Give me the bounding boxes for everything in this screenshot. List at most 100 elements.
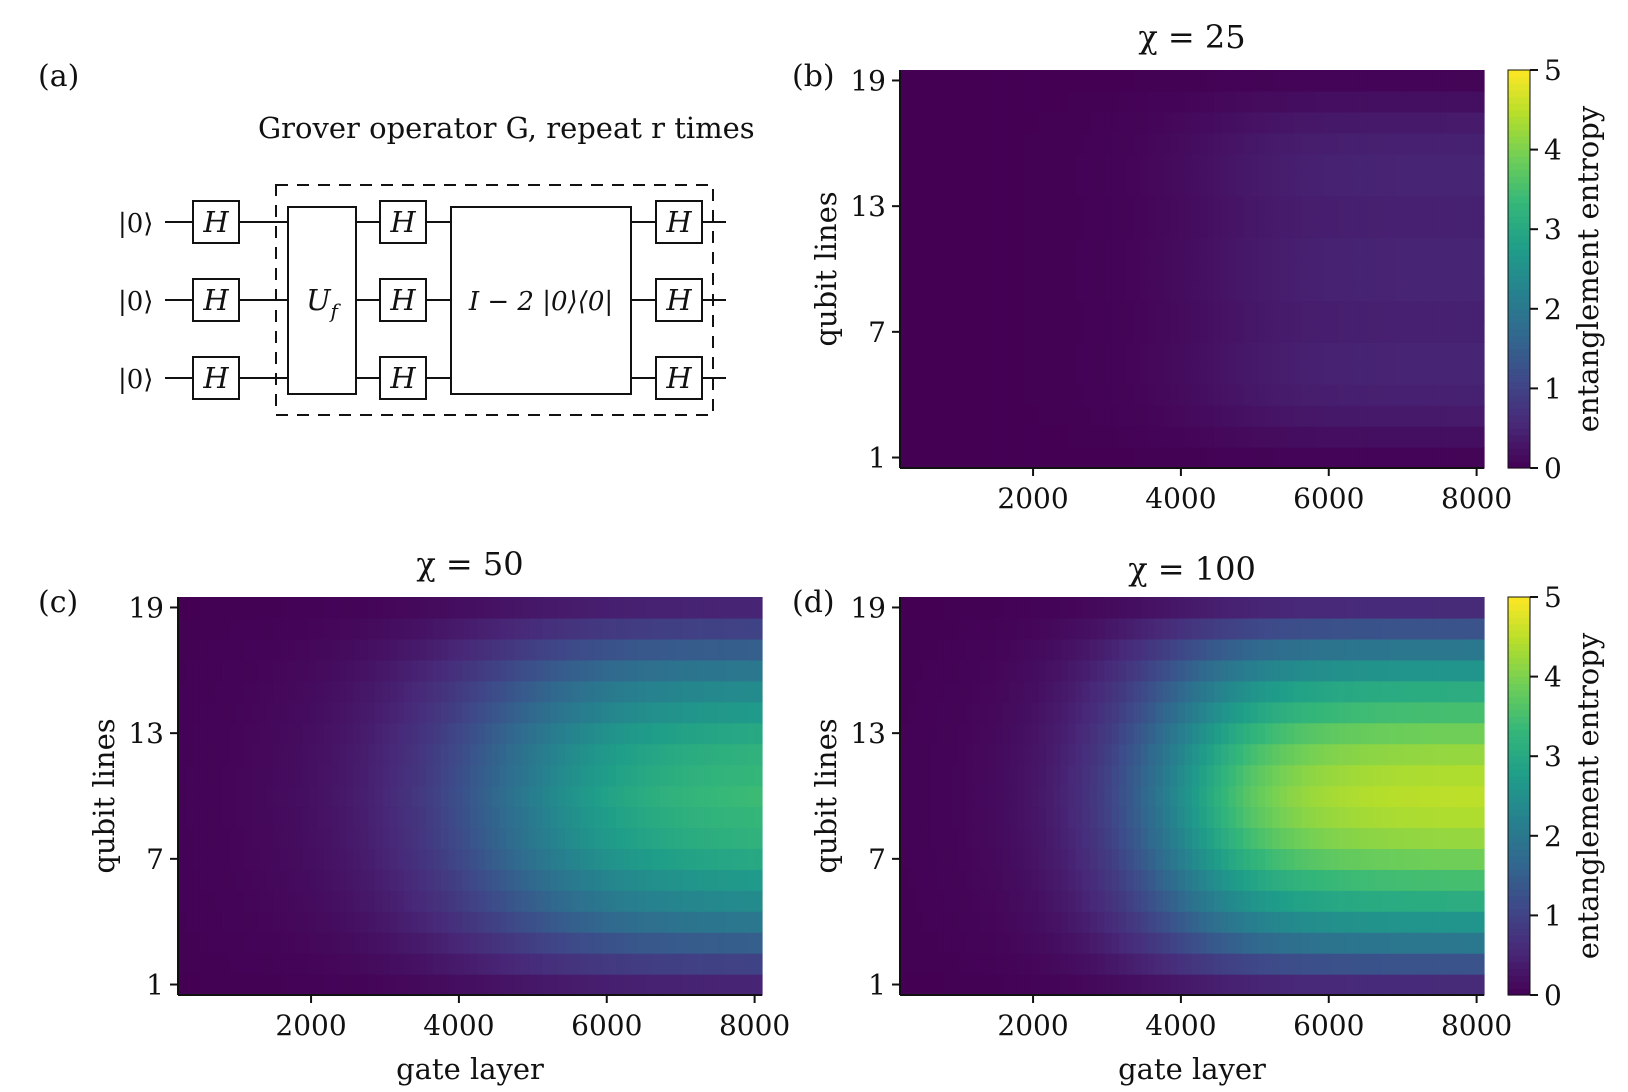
heatmap-cell — [951, 174, 959, 197]
colorbar-segment — [1508, 610, 1530, 618]
heatmap-cell — [462, 911, 471, 933]
heatmap-cell — [1301, 174, 1310, 197]
heatmap-cell — [973, 785, 981, 808]
heatmap-cell — [462, 701, 471, 724]
heatmap-cell — [994, 680, 1003, 703]
heatmap-cell — [236, 869, 245, 891]
heatmap-cell — [594, 911, 602, 933]
heatmap-cell — [229, 869, 237, 891]
heatmap-cell — [1206, 743, 1215, 766]
heatmap-cell — [214, 890, 223, 912]
heatmap-cell — [1396, 617, 1405, 640]
heatmap-cell — [1104, 869, 1113, 891]
heatmap-cell — [1308, 90, 1317, 113]
heatmap-cell — [586, 785, 595, 808]
heatmap-cell — [1235, 597, 1244, 619]
heatmap-cell — [1418, 638, 1427, 661]
heatmap-cell — [1184, 974, 1193, 996]
heatmap-cell — [302, 932, 310, 954]
heatmap-cell — [1192, 300, 1200, 322]
colorbar-segment — [1508, 729, 1530, 737]
heatmap-cell — [1316, 216, 1324, 239]
heatmap-cell — [1294, 321, 1303, 343]
heatmap-cell — [1060, 701, 1069, 724]
heatmap-cell — [1213, 405, 1222, 427]
heatmap-cell — [1162, 363, 1171, 385]
heatmap-cell — [1228, 701, 1237, 724]
heatmap-cell — [185, 617, 194, 640]
heatmap-cell — [667, 827, 675, 849]
heatmap-cell — [907, 974, 916, 996]
heatmap-cell — [994, 848, 1003, 870]
heatmap-cell — [987, 132, 996, 155]
heatmap-cell — [294, 911, 303, 933]
heatmap-cell — [1119, 70, 1127, 92]
heatmap-cell — [302, 974, 310, 996]
heatmap-cell — [1177, 848, 1186, 870]
heatmap-cell — [994, 953, 1003, 975]
heatmap-cell — [1133, 90, 1142, 113]
heatmap-cell — [1221, 638, 1230, 661]
heatmap-cell — [1454, 932, 1463, 954]
heatmap-cell — [710, 597, 719, 619]
heatmap-cell — [1440, 722, 1449, 745]
heatmap-cell — [929, 258, 938, 281]
heatmap-cell — [703, 785, 712, 808]
heatmap-cell — [958, 597, 967, 619]
heatmap-cell — [929, 90, 938, 113]
heatmap-cell — [1396, 743, 1405, 766]
heatmap-cell — [1126, 132, 1135, 155]
heatmap-cell — [987, 743, 996, 766]
heatmap-cell — [1024, 890, 1032, 912]
heatmap-cell — [1308, 111, 1317, 134]
heatmap-cell — [1308, 869, 1317, 891]
heatmap-cell — [397, 953, 405, 975]
heatmap-cell — [367, 722, 376, 745]
heatmap-cell — [1389, 743, 1397, 766]
heatmap-cell — [1060, 216, 1069, 239]
heatmap-cell — [302, 869, 310, 891]
heatmap-cell — [251, 638, 259, 661]
heatmap-cell — [192, 848, 201, 870]
heatmap-cell — [652, 953, 661, 975]
heatmap-cell — [1111, 90, 1120, 113]
heatmap-cell — [1053, 806, 1062, 829]
heatmap-cell — [667, 848, 675, 870]
heatmap-cell — [1316, 90, 1324, 113]
heatmap-cell — [710, 785, 719, 808]
heatmap-cell — [1111, 153, 1120, 176]
heatmap-cell — [338, 597, 347, 619]
heatmap-cell — [1119, 890, 1127, 912]
heatmap-cell — [367, 743, 376, 766]
heatmap-cell — [1031, 827, 1040, 849]
colorbar-segment — [1508, 988, 1530, 996]
heatmap-cell — [389, 785, 398, 808]
heatmap-cell — [1330, 70, 1339, 92]
heatmap-cell — [725, 722, 734, 745]
colorbar-segment — [1508, 335, 1530, 343]
heatmap-cell — [462, 638, 471, 661]
heatmap-cell — [1089, 426, 1098, 448]
heatmap-cell — [1067, 911, 1076, 933]
heatmap-cell — [1447, 195, 1456, 218]
heatmap-cell — [900, 659, 908, 682]
heatmap-cell — [338, 890, 347, 912]
heatmap-cell — [594, 785, 602, 808]
heatmap-cell — [1192, 90, 1200, 113]
heatmap-cell — [338, 722, 347, 745]
heatmap-cell — [521, 827, 529, 849]
heatmap-cell — [1104, 701, 1113, 724]
heatmap-cell — [1206, 153, 1215, 176]
heatmap-cell — [229, 932, 237, 954]
heatmap-cell — [681, 659, 690, 682]
heatmap-cell — [1250, 617, 1259, 640]
heatmap-cell — [637, 617, 646, 640]
colorbar-segment — [1508, 368, 1530, 376]
heatmap-cell — [652, 597, 661, 619]
heatmap-cell — [1031, 70, 1040, 92]
heatmap-cell — [1148, 597, 1157, 619]
heatmap-cell — [1301, 447, 1310, 469]
heatmap-cell — [1097, 174, 1105, 197]
heatmap-cell — [1177, 405, 1186, 427]
heatmap-cell — [980, 869, 989, 891]
